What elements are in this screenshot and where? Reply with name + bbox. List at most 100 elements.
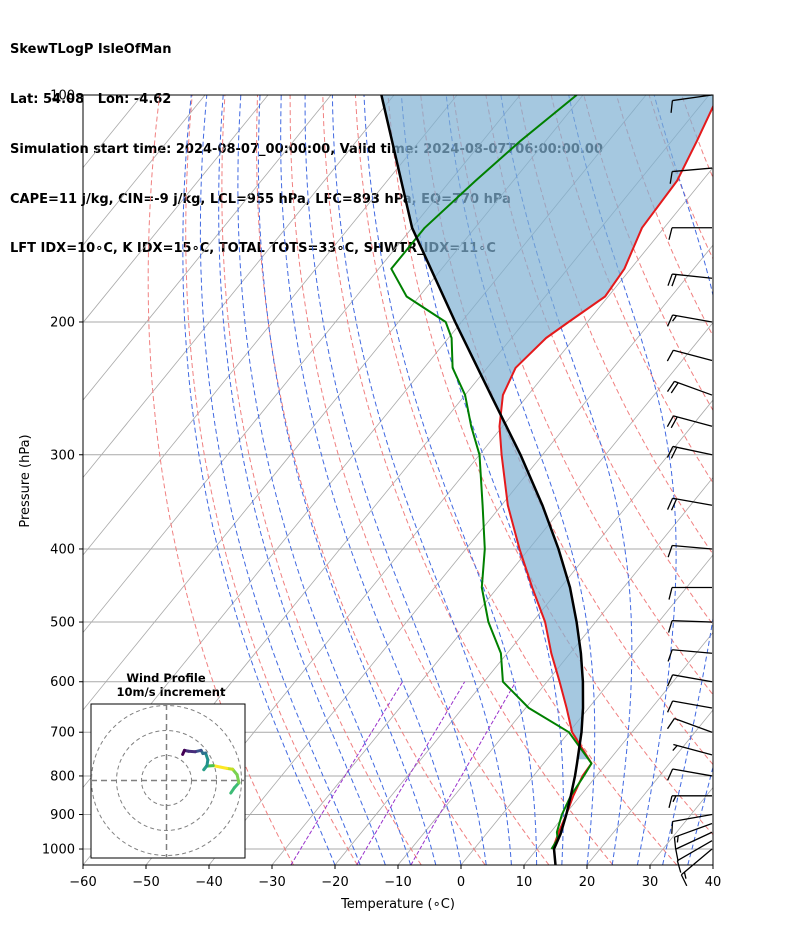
barb-staff bbox=[672, 813, 713, 823]
x-tick-label: 10 bbox=[516, 875, 533, 890]
isotherm-line bbox=[712, 864, 713, 865]
dry-adiabat bbox=[322, 95, 614, 865]
wind-barb bbox=[666, 415, 713, 429]
hodograph-inset: Wind Profile 10m/s increment bbox=[90, 671, 246, 859]
barb-staff bbox=[672, 674, 713, 683]
moist-adiabat bbox=[257, 95, 437, 865]
cape-area bbox=[381, 95, 713, 760]
barb-feather bbox=[670, 100, 674, 113]
dry-adiabat bbox=[289, 95, 550, 865]
moist-adiabat bbox=[280, 95, 462, 865]
mixing-ratio-line bbox=[410, 681, 517, 865]
isotherm-line bbox=[83, 95, 458, 556]
isotherm-line bbox=[649, 786, 713, 865]
wind-barb bbox=[669, 167, 713, 184]
barb-feather bbox=[666, 700, 674, 713]
dewpoint-line bbox=[390, 95, 593, 850]
barb-feather bbox=[676, 835, 679, 843]
dry-adiabat bbox=[518, 95, 713, 555]
wind-barb bbox=[667, 649, 713, 662]
dry-adiabat bbox=[780, 95, 794, 865]
isotherm-line bbox=[83, 95, 269, 324]
barb-staff bbox=[674, 822, 713, 838]
dry-adiabat bbox=[387, 95, 713, 836]
y-tick-label: 600 bbox=[50, 675, 75, 690]
wind-barb bbox=[666, 314, 713, 327]
barb-feather bbox=[671, 274, 677, 287]
barb-feather bbox=[670, 498, 678, 511]
isotherm-line bbox=[460, 554, 713, 865]
wind-barb bbox=[666, 380, 713, 396]
y-axis-label: Pressure (hPa) bbox=[18, 434, 33, 527]
wind-barb bbox=[668, 227, 712, 240]
barb-feather bbox=[670, 446, 678, 459]
wind-barb bbox=[673, 822, 713, 850]
barb-feather bbox=[670, 382, 679, 394]
wind-barb bbox=[666, 674, 713, 687]
isotherm-line bbox=[145, 166, 713, 865]
moist-adiabat bbox=[304, 95, 487, 865]
barb-feather bbox=[669, 171, 673, 184]
wind-barb bbox=[666, 497, 713, 511]
hodograph-segment bbox=[181, 748, 186, 756]
barb-staff bbox=[672, 544, 713, 550]
barb-feather bbox=[666, 768, 674, 781]
dry-adiabat bbox=[714, 95, 794, 865]
barb-feather bbox=[666, 415, 674, 428]
wind-barb bbox=[672, 743, 713, 756]
barb-feather bbox=[668, 227, 673, 240]
wind-barb bbox=[667, 619, 713, 633]
barb-feather bbox=[666, 314, 674, 327]
y-tick-label: 700 bbox=[50, 726, 75, 741]
moist-adiabat bbox=[331, 95, 512, 865]
moist-adiabat bbox=[653, 95, 713, 865]
y-tick-label: 300 bbox=[50, 448, 75, 463]
x-tick-label: −60 bbox=[69, 875, 96, 890]
dry-adiabat bbox=[221, 95, 422, 865]
wind-barb bbox=[670, 94, 713, 113]
barb-feather bbox=[672, 745, 678, 751]
title-line-station: SkewTLogP IsleOfMan bbox=[10, 42, 172, 58]
mixing-ratio-line bbox=[356, 681, 466, 865]
moist-adiabat bbox=[218, 95, 386, 865]
profiles bbox=[380, 95, 713, 865]
barb-feather bbox=[672, 315, 678, 322]
x-tick-label: −40 bbox=[195, 875, 222, 890]
x-axis-label: Temperature (∘C) bbox=[340, 897, 455, 912]
dry-adiabat bbox=[747, 95, 794, 865]
x-tick-label: −30 bbox=[258, 875, 285, 890]
barb-feather bbox=[667, 620, 673, 633]
barb-staff bbox=[672, 314, 713, 323]
y-tick-label: 100 bbox=[50, 89, 75, 104]
moist-adiabat bbox=[687, 765, 713, 865]
isotherm-line bbox=[271, 321, 713, 865]
wind-barb bbox=[671, 813, 713, 834]
barb-staff bbox=[672, 700, 713, 709]
barb-staff bbox=[672, 497, 713, 506]
x-tick-label: 0 bbox=[457, 875, 465, 890]
wind-barb bbox=[666, 445, 713, 459]
moist-adiabat bbox=[712, 863, 713, 865]
barb-feather bbox=[667, 545, 673, 558]
barb-staff bbox=[672, 94, 713, 102]
barb-feather bbox=[680, 874, 688, 887]
isotherm-line bbox=[83, 95, 395, 479]
barb-feather bbox=[675, 849, 679, 862]
barb-staff bbox=[674, 380, 713, 396]
wind-barb bbox=[666, 717, 713, 733]
wind-barb bbox=[668, 586, 712, 600]
dry-adiabat bbox=[185, 95, 358, 865]
barb-feather bbox=[668, 587, 673, 600]
y-tick-label: 500 bbox=[50, 616, 75, 631]
barb-staff bbox=[672, 649, 713, 654]
barb-feather bbox=[676, 860, 682, 873]
wind-barb bbox=[666, 768, 713, 781]
x-tick-label: −20 bbox=[321, 875, 348, 890]
dry-adiabat bbox=[452, 95, 713, 696]
moist-adiabat bbox=[237, 95, 412, 865]
barb-feather bbox=[666, 498, 674, 510]
barb-staff bbox=[673, 743, 713, 756]
dry-adiabat bbox=[256, 95, 486, 865]
barb-feather bbox=[672, 795, 677, 803]
